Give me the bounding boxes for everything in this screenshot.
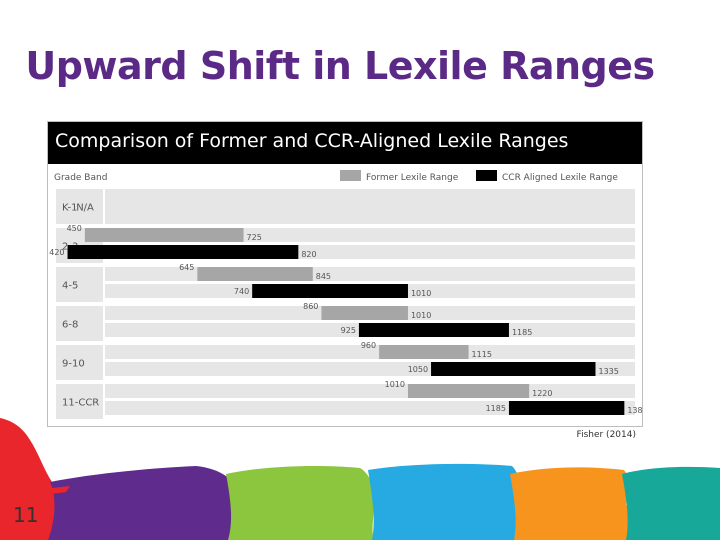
row-track (105, 345, 635, 359)
paint-purple (48, 466, 236, 540)
slide-title: Upward Shift in Lexile Ranges (25, 44, 655, 88)
legend-label-ccr: CCR Aligned Lexile Range (502, 173, 618, 183)
grade-band-label: K-1 (62, 203, 77, 214)
former-bar (321, 306, 408, 320)
former-start-label: 860 (303, 302, 318, 311)
ccr-end-label: 1010 (411, 289, 431, 298)
row-label-bg (56, 384, 103, 419)
row-track (105, 189, 635, 224)
grade-band-label: 11-CCR (62, 398, 99, 409)
former-start-label: 960 (361, 341, 376, 350)
former-start-label: 1010 (385, 380, 405, 389)
former-end-label: 845 (316, 272, 331, 281)
legend-label-former: Former Lexile Range (366, 173, 459, 183)
former-end-label: 725 (247, 233, 262, 242)
ccr-start-label: 1050 (408, 365, 428, 374)
category-axis-label: Grade Band (54, 173, 107, 183)
paint-red (0, 418, 68, 540)
ccr-end-label: 1185 (512, 328, 532, 337)
former-bar (379, 345, 469, 359)
row-label-bg (56, 267, 103, 302)
row-label-bg (56, 306, 103, 341)
grade-band-label: 4-5 (62, 281, 78, 292)
ccr-end-label: 1385 (627, 406, 642, 415)
source-citation: Fisher (2014) (576, 430, 636, 440)
row-label-bg (56, 189, 103, 224)
former-start-label: 645 (179, 263, 194, 272)
ccr-end-label: 1335 (598, 367, 618, 376)
chart-header: Comparison of Former and CCR-Aligned Lex… (48, 122, 642, 164)
legend-swatch-former (340, 170, 361, 181)
former-end-label: 1115 (472, 350, 492, 359)
paint-orange (510, 467, 631, 540)
ccr-bar (431, 362, 596, 376)
page-number: 11 (13, 503, 39, 527)
former-bar (197, 267, 313, 281)
former-end-label: 1220 (532, 389, 552, 398)
ccr-bar (252, 284, 408, 298)
ccr-start-label: 420 (49, 248, 64, 257)
lexile-chart: Comparison of Former and CCR-Aligned Lex… (47, 121, 643, 427)
paint-blue (368, 463, 520, 540)
chart-plot: Grade Band Former Lexile Range CCR Aligned… (49, 170, 642, 419)
ccr-end-label: 820 (301, 250, 316, 259)
ccr-start-label: 740 (234, 287, 249, 296)
ccr-start-label: 925 (341, 326, 356, 335)
former-bar (84, 228, 244, 242)
legend-swatch-ccr (476, 170, 497, 181)
row-track (105, 384, 635, 398)
grade-band-label: 9-10 (62, 359, 85, 370)
ccr-bar (67, 245, 299, 259)
grade-band-label: 6-8 (62, 320, 78, 331)
ccr-start-label: 1185 (486, 404, 506, 413)
paint-teal (622, 466, 720, 540)
chart-title: Comparison of Former and CCR-Aligned Lex… (55, 130, 569, 152)
paint-green (226, 466, 374, 540)
ccr-bar (358, 323, 509, 337)
former-bar (407, 384, 530, 398)
paint-splash (52, 486, 70, 494)
row-track (105, 401, 635, 415)
row-label-bg (56, 345, 103, 380)
former-end-label: 1010 (411, 311, 431, 320)
ccr-bar (508, 401, 625, 415)
na-label: N/A (76, 203, 94, 214)
former-start-label: 450 (67, 224, 82, 233)
